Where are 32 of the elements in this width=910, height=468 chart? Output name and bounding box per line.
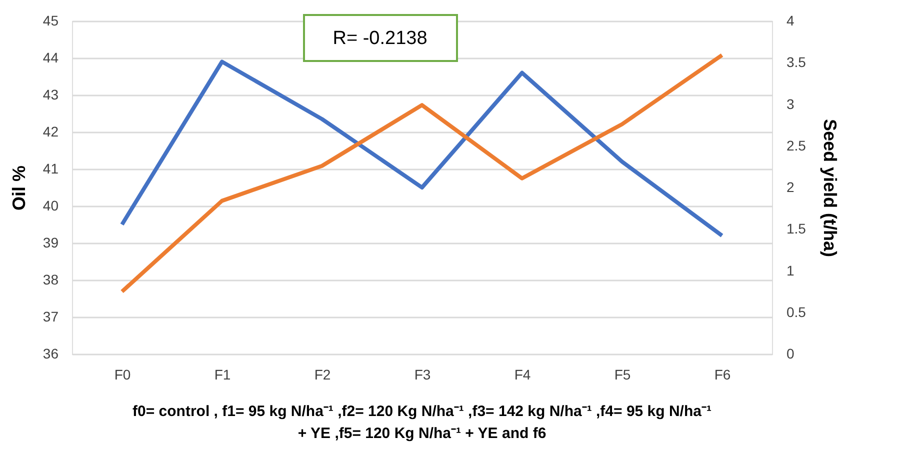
y-tick-label: 40 [42,198,59,214]
y2-tick-label: 0.5 [786,304,806,320]
y-tick-label: 42 [42,124,59,140]
y2-axis-title: Seed yield (t/ha) [820,118,840,258]
y2-tick-label: 0 [786,346,794,362]
x-tick-label: F4 [514,366,531,382]
x-tick-label: F5 [614,366,631,382]
line-series [120,53,724,294]
y-tick-label: 38 [42,272,59,288]
y-tick-label: 37 [42,308,59,324]
y-tick-label: 45 [42,12,59,28]
line-series [120,60,724,238]
x-tick-label: F6 [714,366,731,382]
y-tick-label: 41 [42,160,59,176]
text: f0= control , f1= 95 kg N/ha⁻¹ ,f2= 120 Kg N/ha⁻¹ ,f3= 142 kg N/ha⁻¹ ,f4= 95 kg N/ha⁻¹ + YE ,f5= 120 Kg N/ha⁻¹ + YE and f6 [132,403,712,442]
x-tick-label: F0 [114,366,131,382]
annotation: R= -0.2138 [332,28,428,49]
x-tick-label: F2 [314,366,331,382]
y2-tick-label: 1 [786,262,794,278]
x-tick-label: F3 [414,366,431,382]
x-tick-label: F1 [214,366,231,382]
y-tick-label: 43 [42,86,59,102]
y2-tick-label: 1.5 [786,220,806,237]
y-tick-label: 36 [42,346,59,362]
y2-tick-label: 2.5 [786,137,806,154]
y2-tick-label: 2 [786,179,794,195]
y2-tick-label: 4 [786,12,794,28]
y-tick-label: 44 [42,50,59,66]
y2-tick-label: 3.5 [786,54,806,70]
y-tick-label: 39 [42,234,59,250]
y-axis-title: Oil % [8,165,29,211]
y2-tick-label: 3 [786,96,794,112]
